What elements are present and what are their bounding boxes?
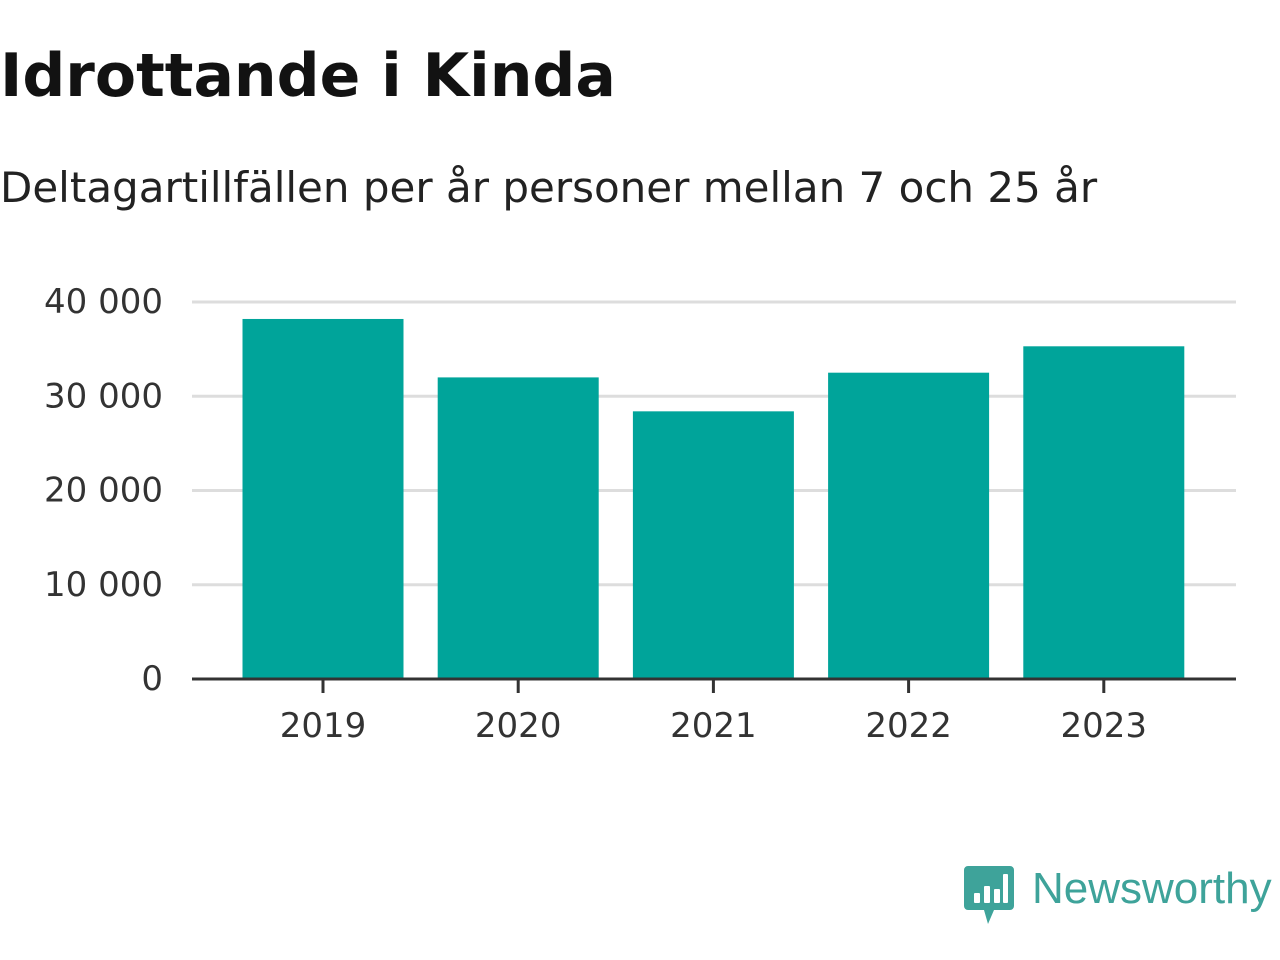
y-tick-label: 40 000 [44, 282, 163, 322]
bar-2022 [828, 372, 990, 679]
bars [242, 318, 1185, 679]
bar-2021 [632, 411, 794, 679]
brand-name: Newsworthy [1032, 864, 1272, 913]
x-tick-label: 2020 [475, 706, 562, 746]
x-axis [192, 677, 1236, 693]
bar-2019 [242, 318, 404, 679]
y-tick-label: 0 [141, 659, 163, 699]
bar-2020 [437, 377, 599, 679]
chart-title: Idrottande i Kinda [0, 41, 616, 111]
chart-subtitle: Deltagartillfällen per år personer mella… [0, 163, 1098, 212]
y-tick-label: 10 000 [44, 565, 163, 605]
x-axis-tick-labels: 2019 2020 2021 2022 2023 [280, 706, 1147, 746]
newsworthy-chart-bubble-icon [964, 866, 1014, 924]
x-tick-label: 2019 [280, 706, 367, 746]
y-tick-label: 30 000 [44, 376, 163, 416]
x-tick-label: 2021 [670, 706, 757, 746]
y-axis-tick-labels: 0 10 000 20 000 30 000 40 000 [44, 282, 163, 699]
y-tick-label: 20 000 [44, 471, 163, 511]
newsworthy-logo: Newsworthy [964, 866, 1272, 926]
x-tick-label: 2022 [865, 706, 952, 746]
x-tick-label: 2023 [1061, 706, 1148, 746]
bar-2023 [1023, 346, 1185, 679]
